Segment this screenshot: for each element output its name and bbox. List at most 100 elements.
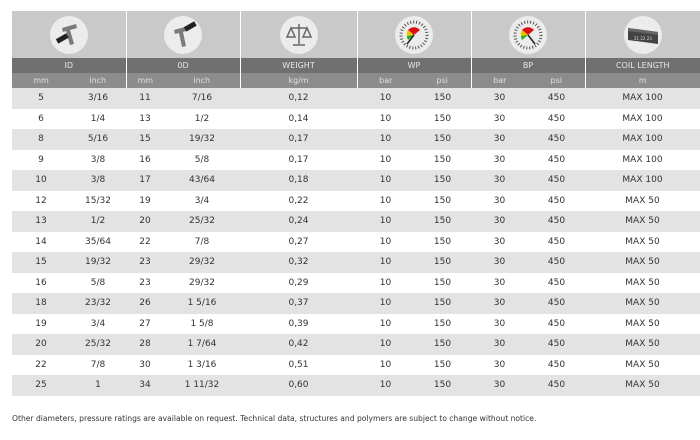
table-cell: 10 xyxy=(357,334,414,355)
table-cell: 1 11/32 xyxy=(164,375,240,396)
table-cell: 15/32 xyxy=(85,195,111,206)
unit-label: m xyxy=(584,73,700,88)
table-cell: 0,32 xyxy=(240,252,357,273)
table-cell: 3/4 xyxy=(90,318,106,329)
table-cell: 23 xyxy=(126,252,164,273)
weight-icon-cell xyxy=(239,11,357,58)
table-cell: 22 xyxy=(35,359,47,370)
table-cell: 5/8 xyxy=(194,154,210,165)
table-cell: 29/32 xyxy=(164,252,240,273)
table-cell: MAX 50 xyxy=(625,359,660,370)
table-row: 15 19/32 23 29/32 0,32 10 150 30 450 MAX 50 xyxy=(12,252,700,273)
table-cell: 450 xyxy=(547,277,566,288)
header-id: ID xyxy=(12,58,126,73)
table-cell: 30 xyxy=(471,375,528,396)
table-cell: 10 xyxy=(357,293,414,314)
bp-icon-cell xyxy=(470,11,585,58)
table-cell: MAX 50 xyxy=(585,293,700,314)
table-cell: 150 xyxy=(414,334,471,355)
table-cell: 150 xyxy=(414,293,471,314)
header-coil-length: COIL LENGTH xyxy=(584,58,700,73)
table-cell: 0,37 xyxy=(240,293,357,314)
table-cell: 22 xyxy=(139,236,151,247)
header-od: 0D xyxy=(125,58,240,73)
pressure-gauge-icon xyxy=(509,15,547,54)
table-row: 18 23/32 26 1 5/16 0,37 10 150 30 450 MAX 50 xyxy=(12,293,700,314)
table-cell: 23/32 xyxy=(70,293,126,314)
table-cell: 0,12 xyxy=(240,88,357,109)
table-cell: 450 xyxy=(528,211,585,232)
caliper-inner-icon xyxy=(49,15,88,54)
table-cell: 18 xyxy=(12,293,70,314)
table-cell: 3/16 xyxy=(70,88,126,109)
table-cell: 34 xyxy=(126,375,164,396)
unit-label: mm xyxy=(125,73,164,88)
table-row: 25 1 34 1 11/32 0,60 10 150 30 450 MAX 50 xyxy=(12,375,700,396)
table-cell: MAX 50 xyxy=(625,277,660,288)
table-cell: 150 xyxy=(414,88,471,109)
table-cell: 26 xyxy=(126,293,164,314)
table-cell: 28 xyxy=(126,334,164,355)
scale-icon xyxy=(279,15,318,54)
table-cell: 30 xyxy=(493,154,506,165)
table-cell: 450 xyxy=(528,170,585,191)
unit-label: psi xyxy=(528,73,585,88)
table-cell: 150 xyxy=(414,375,471,396)
table-cell: 0,24 xyxy=(240,211,357,232)
table-cell: 15 xyxy=(126,129,164,150)
table-cell: 35/64 xyxy=(85,236,111,247)
table-cell: MAX 100 xyxy=(585,88,700,109)
table-cell: 17 xyxy=(126,170,164,191)
table-row: 19 3/4 27 1 5/8 0,39 10 150 30 450 MAX 50 xyxy=(12,314,700,335)
pressure-gauge-icon xyxy=(395,15,433,54)
table-cell: 20 xyxy=(12,334,70,355)
table-cell: 1 5/16 xyxy=(164,293,240,314)
table-cell: 0,17 xyxy=(288,154,309,165)
table-cell: 3/8 xyxy=(70,170,126,191)
table-cell: 150 xyxy=(414,211,471,232)
table-cell: 150 xyxy=(433,359,452,370)
table-cell: 3/4 xyxy=(194,195,210,206)
table-cell: 10 xyxy=(357,252,414,273)
table-cell: 150 xyxy=(433,318,452,329)
unit-label: bar xyxy=(470,73,528,88)
table-cell: 30 xyxy=(471,293,528,314)
table-cell: 25/32 xyxy=(70,334,126,355)
table-cell: MAX 50 xyxy=(585,211,700,232)
table-cell: 27 xyxy=(139,318,151,329)
table-cell: 16 xyxy=(139,154,151,165)
unit-label: bar xyxy=(356,73,414,88)
table-cell: 0,27 xyxy=(288,236,309,247)
table-cell: 9 xyxy=(38,154,44,165)
header-bp: BP xyxy=(470,58,585,73)
table-cell: 150 xyxy=(433,113,452,124)
table-cell: 10 xyxy=(357,170,414,191)
table-row: 20 25/32 28 1 7/64 0,42 10 150 30 450 MAX 50 xyxy=(12,334,700,355)
table-row: 13 1/2 20 25/32 0,24 10 150 30 450 MAX 50 xyxy=(12,211,700,232)
table-cell: 43/64 xyxy=(164,170,240,191)
table-cell: 6 xyxy=(38,113,44,124)
table-cell: 30 xyxy=(471,88,528,109)
table-cell: 30 xyxy=(471,170,528,191)
id-icon-cell xyxy=(12,11,126,58)
table-cell: 0,42 xyxy=(240,334,357,355)
table-cell: 30 xyxy=(493,359,506,370)
table-cell: 30 xyxy=(493,113,506,124)
table-cell: MAX 100 xyxy=(585,129,700,150)
table-cell: 12 xyxy=(35,195,47,206)
table-cell: 29/32 xyxy=(189,277,215,288)
table-cell: 1 3/16 xyxy=(187,359,217,370)
table-cell: 25/32 xyxy=(164,211,240,232)
table-cell: 13 xyxy=(139,113,151,124)
table-cell: 450 xyxy=(547,236,566,247)
table-cell: 0,60 xyxy=(240,375,357,396)
table-cell: 150 xyxy=(414,129,471,150)
header-wp: WP xyxy=(356,58,471,73)
table-cell: 30 xyxy=(493,236,506,247)
table-cell: 7/16 xyxy=(164,88,240,109)
table-cell: 5/8 xyxy=(90,277,106,288)
table-cell: 450 xyxy=(547,318,566,329)
table-cell: 25 xyxy=(12,375,70,396)
table-cell: 30 xyxy=(493,318,506,329)
table-cell: 0,51 xyxy=(288,359,309,370)
